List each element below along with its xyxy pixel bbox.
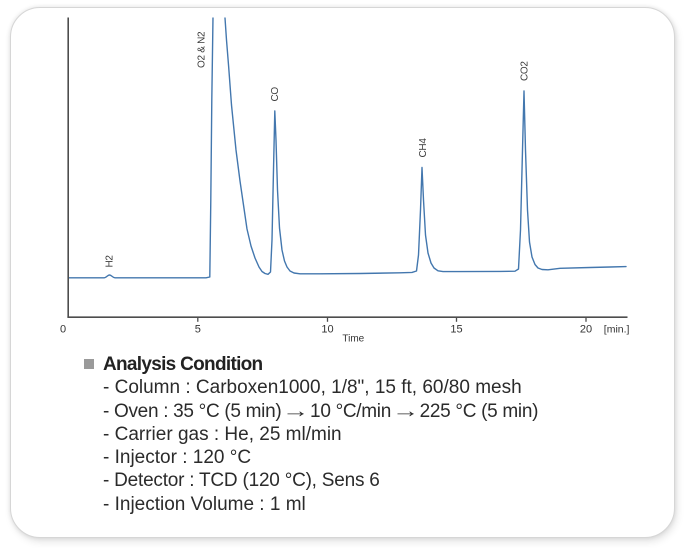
svg-text:15: 15 <box>450 324 462 336</box>
svg-text:5: 5 <box>195 324 201 336</box>
svg-text:Time: Time <box>342 334 364 345</box>
svg-text:CO: CO <box>270 87 281 102</box>
svg-text:20: 20 <box>580 324 592 336</box>
svg-text:O2 & N2: O2 & N2 <box>197 31 208 68</box>
svg-text:H2: H2 <box>105 255 116 268</box>
svg-text:CO2: CO2 <box>520 61 531 81</box>
svg-text:CH4: CH4 <box>418 138 429 158</box>
svg-text:[min.]: [min.] <box>604 324 630 336</box>
svg-text:10: 10 <box>321 324 333 336</box>
svg-text:0: 0 <box>60 324 66 336</box>
